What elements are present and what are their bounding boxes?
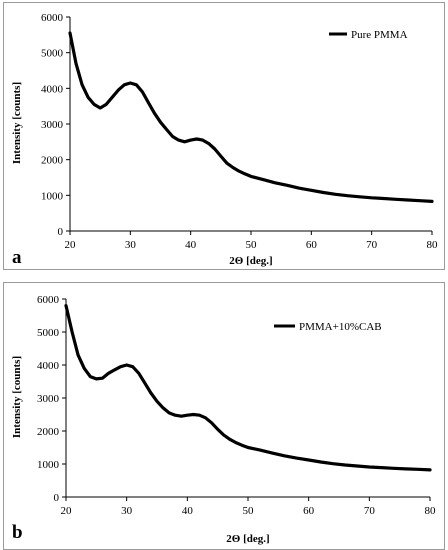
x-tick-label: 30 [121,505,133,517]
y-tick-label: 0 [58,226,64,238]
y-tick-label: 5000 [37,327,60,339]
y-tick-label: 3000 [41,119,64,131]
x-tick-label: 40 [182,505,194,517]
y-tick-label: 3000 [37,393,60,405]
x-tick-label: 50 [246,239,258,251]
x-tick-label: 60 [306,239,318,251]
x-axis-label: 2Θ [deg.] [226,533,269,545]
y-tick-label: 6000 [41,12,64,24]
y-tick-label: 6000 [37,294,60,306]
y-tick-label: 0 [54,492,60,504]
series-line [64,304,432,472]
chart-svg-a: 0 1000 2000 3000 4000 5000 6000 20 30 40 50 60 70 80 I… [11,12,439,268]
legend-label: PMMA+10%CAB [299,321,382,333]
chart-panel-b: 0 1000 2000 3000 4000 5000 6000 20 30 40 50 60 70 80 I… [3,282,445,550]
x-tick-label: 50 [243,505,255,517]
x-tick-label: 60 [303,505,315,517]
x-axis-label: 2Θ [deg.] [229,255,272,267]
y-axis-label: Intensity [counts] [11,356,23,438]
y-tick-label: 2000 [37,426,60,438]
x-tick-label: 70 [364,505,376,517]
x-tick-label: 80 [425,505,437,517]
series-line [68,31,434,203]
x-tick-label: 20 [61,505,73,517]
y-tick-label: 2000 [41,155,64,167]
panel-label: b [12,522,23,543]
y-tick-label: 1000 [41,190,64,202]
y-tick-label: 4000 [37,360,60,372]
panel-label: a [12,247,22,268]
y-tick-label: 5000 [41,48,64,60]
y-tick-label: 1000 [37,459,60,471]
x-tick-label: 30 [125,239,137,251]
x-tick-label: 80 [427,239,439,251]
chart-panel-a: 0 1000 2000 3000 4000 5000 6000 20 30 40 50 60 70 80 I… [3,2,445,270]
y-axis-label: Intensity [counts] [11,82,23,164]
y-tick-label: 4000 [41,83,64,95]
chart-svg-b: 0 1000 2000 3000 4000 5000 6000 20 30 40 50 60 70 80 I… [11,294,437,545]
legend-label: Pure PMMA [351,29,408,41]
x-tick-label: 20 [65,239,77,251]
x-tick-label: 40 [185,239,197,251]
x-tick-label: 70 [366,239,378,251]
